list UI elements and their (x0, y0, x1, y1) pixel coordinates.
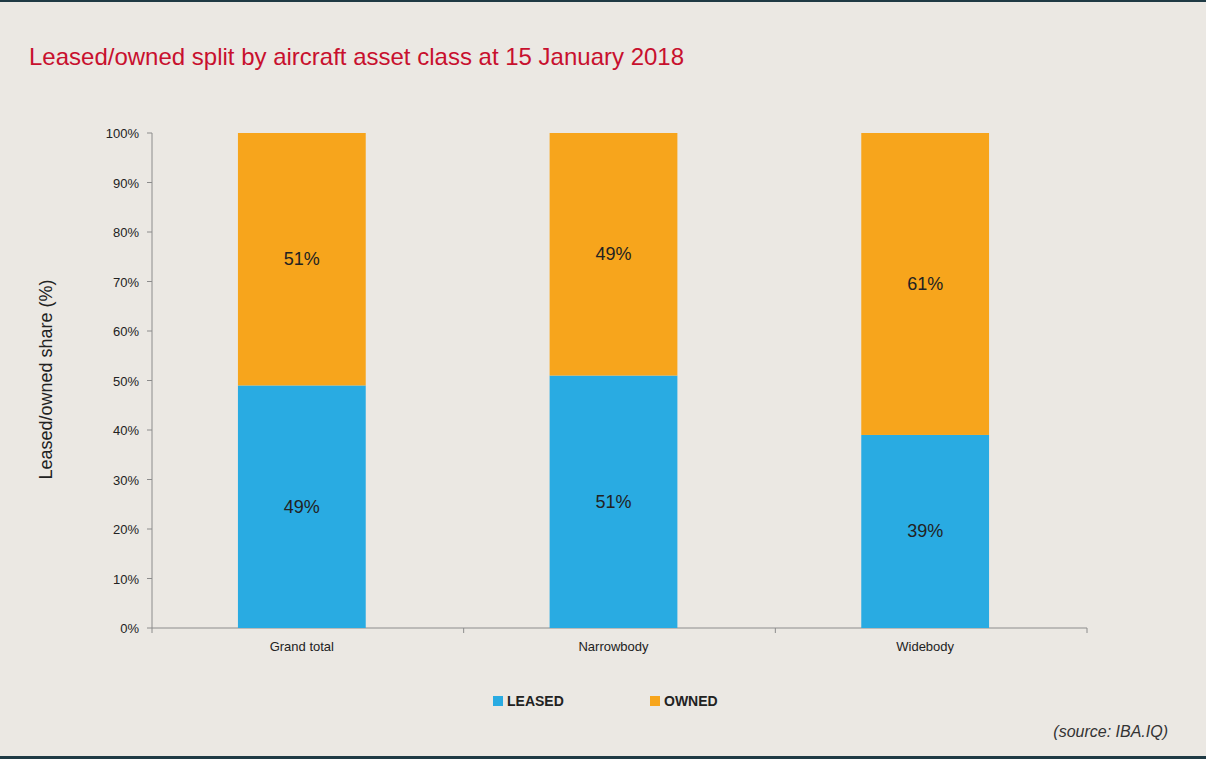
data-label: 51% (595, 492, 631, 512)
y-axis-label: Leased/owned share (%) (36, 279, 56, 479)
y-tick-label: 50% (113, 374, 139, 389)
title: Leased/owned split by aircraft asset cla… (29, 43, 684, 70)
x-tick-label: Grand total (270, 639, 334, 654)
data-label: 61% (907, 274, 943, 294)
y-tick (147, 380, 152, 381)
data-label: 39% (907, 521, 943, 541)
y-tick-label: 60% (113, 324, 139, 339)
x-tick-label: Widebody (896, 639, 954, 654)
y-tick-label: 100% (106, 126, 140, 141)
y-tick (147, 133, 152, 134)
data-label: 51% (284, 249, 320, 269)
y-tick-label: 90% (113, 176, 139, 191)
bar-segment (238, 133, 366, 385)
x-band-tick (775, 628, 776, 633)
y-tick-label: 10% (113, 572, 139, 587)
y-tick (147, 628, 152, 629)
top-rule (0, 0, 1206, 2)
legend-label: LEASED (507, 693, 564, 709)
chart: Leased/owned split by aircraft asset cla… (0, 0, 1206, 759)
y-tick (147, 578, 152, 579)
y-tick-label: 30% (113, 473, 139, 488)
y-tick (147, 331, 152, 332)
bars (238, 133, 989, 628)
y-tick-label: 80% (113, 225, 139, 240)
bar-segment (550, 133, 678, 376)
legend-swatch (650, 696, 660, 706)
y-tick (147, 529, 152, 530)
y-tick-label: 20% (113, 522, 139, 537)
data-label: 49% (595, 244, 631, 264)
x-band-tick (152, 628, 153, 633)
y-tick-label: 0% (120, 621, 139, 636)
y-tick-label: 40% (113, 423, 139, 438)
data-labels: 49% 51% 39% 51% 49% 61% (284, 244, 943, 541)
y-tick (147, 430, 152, 431)
x-band-tick (463, 628, 464, 633)
legend-swatch (493, 696, 503, 706)
y-tick (147, 182, 152, 183)
data-label: 49% (284, 497, 320, 517)
legend-label: OWNED (664, 693, 718, 709)
bottom-rule (0, 756, 1206, 759)
y-tick (147, 479, 152, 480)
x-tick-label: Narrowbody (578, 639, 649, 654)
y-tick-label: 70% (113, 275, 139, 290)
x-band-tick (1087, 628, 1088, 633)
y-tick (147, 232, 152, 233)
bar-segment (550, 376, 678, 628)
bar-segment (861, 133, 989, 435)
y-tick (147, 281, 152, 282)
bar-segment (861, 435, 989, 628)
source-note: (source: IBA.IQ) (1053, 723, 1168, 740)
bar-segment (238, 385, 366, 628)
